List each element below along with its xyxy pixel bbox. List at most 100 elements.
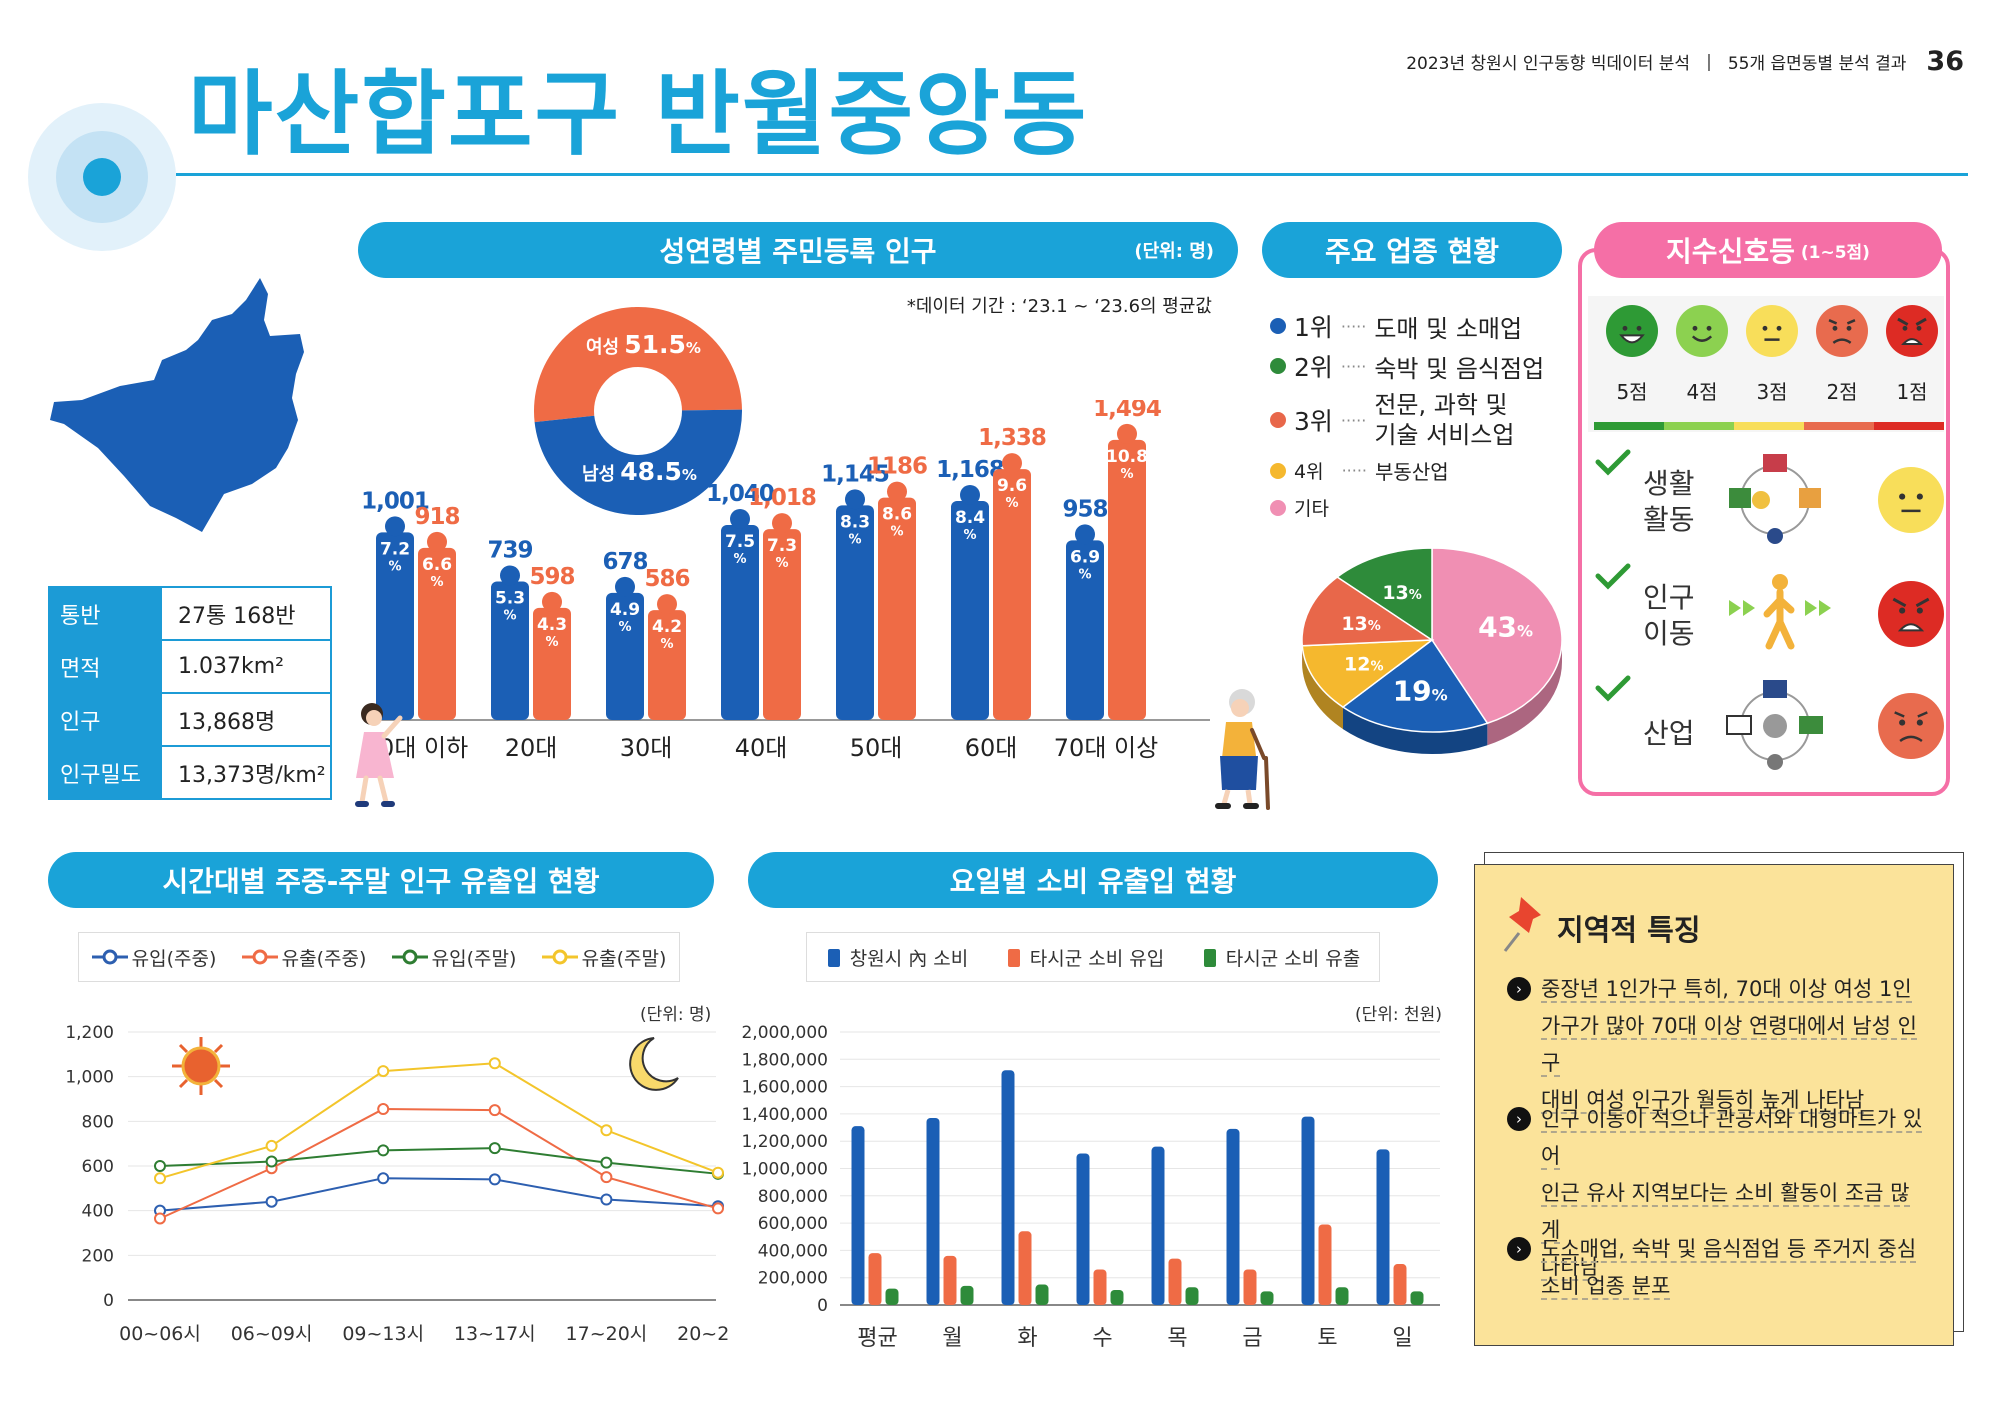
pie-slice [1431, 547, 1563, 725]
signal-scale-item: 3점 [1744, 304, 1800, 405]
signal-title: 지수신호등 [1666, 235, 1795, 268]
pie-slice [1301, 576, 1435, 647]
signal-score-label: 5점 [1616, 380, 1648, 404]
legend-bar-marker [1203, 949, 1216, 967]
bar [943, 1255, 957, 1305]
female-label: 여성 [586, 337, 620, 358]
legend-item: 유출(주중) [241, 944, 367, 971]
signal-row: 인구 이동 [1595, 560, 1945, 670]
data-point [600, 1156, 613, 1169]
signal-row-label: 산업 [1643, 717, 1695, 750]
data-point [600, 1171, 613, 1184]
donut-female-segment [534, 307, 742, 423]
signal-row-label: 인구 이동 [1643, 581, 1695, 650]
district-map [50, 278, 304, 532]
bar-cap [427, 531, 447, 552]
sad-face-icon [1816, 305, 1868, 357]
sun-icon [172, 1037, 230, 1095]
feature-item: › 인구 이동이 적으나 관공서와 대형마트가 있어 인근 유사 지역보다는 소비… [1507, 1101, 1927, 1286]
legend-line-marker [241, 949, 278, 965]
bar [926, 1117, 940, 1305]
legend-dot [1270, 318, 1286, 334]
data-point [154, 1172, 166, 1185]
bar-value-label: 1,040 [706, 481, 774, 507]
bar-value-label: 918 [414, 504, 459, 530]
chevron-right-icon: › [1507, 977, 1531, 1001]
legend-item: 타시군 소비 유출 [1202, 944, 1360, 971]
y-tick-label: 600,000 [758, 1214, 828, 1234]
male-label: 남성 [582, 464, 616, 485]
regional-card: 지역적 특징 › 중장년 1인가구 특히, 70대 이상 여성 1인 가구가 많아… [1474, 864, 1954, 1346]
feature-item: › 중장년 1인가구 특히, 70대 이상 여성 1인 가구가 많아 70대 이상… [1507, 971, 1927, 1119]
legend-dot [1270, 462, 1286, 479]
data-point [265, 1195, 278, 1208]
title-underline [176, 173, 1968, 176]
bar-pct-label: 9.6 [997, 476, 1027, 496]
header-divider: | [1706, 51, 1712, 72]
bar-cap [657, 594, 677, 615]
x-tick-label: 30대 [620, 734, 673, 762]
series-line [159, 1108, 719, 1220]
bar [1376, 1149, 1390, 1305]
data-point [265, 1155, 278, 1168]
table-row: 인구 13,868명 [48, 692, 332, 747]
feature-line: 소비 업종 분포 [1541, 1274, 1671, 1300]
pie-slice-label: 12% [1344, 654, 1383, 676]
bar [376, 532, 414, 720]
bar-value-label: 586 [644, 566, 689, 592]
x-tick-label: 13~17시 [454, 1323, 536, 1345]
signal-scale-item: 1점 [1884, 304, 1940, 405]
hourly-line-chart: 1,200 1,000 800 600 400 200 000~06시 06~09시 09~13… [65, 1023, 728, 1345]
data-point [488, 1142, 501, 1155]
data-point [377, 1103, 390, 1116]
bar [960, 1285, 974, 1305]
bar [648, 610, 686, 720]
pie-slice-side [1487, 640, 1562, 746]
info-value: 1.037km² [160, 639, 332, 694]
bar [878, 497, 916, 720]
bar [1108, 439, 1146, 720]
data-point [154, 1212, 166, 1225]
age-population-unit: (단위: 명) [1134, 241, 1214, 262]
pct-unit: % [685, 339, 701, 357]
data-point [488, 1057, 501, 1070]
x-tick-label: 20~24시 [677, 1323, 728, 1345]
legend-item: 유입(주중) [91, 944, 217, 971]
table-row: 인구밀도 13,373명/km² [48, 745, 332, 800]
bar [721, 525, 759, 720]
series-line [159, 1177, 719, 1212]
legend-rank: 1위 [1294, 313, 1333, 342]
bar [993, 469, 1031, 720]
bar-pct-unit: % [430, 575, 443, 590]
signal-score-label: 3점 [1756, 380, 1788, 404]
data-point [600, 1193, 613, 1206]
y-tick-label: 800 [82, 1112, 114, 1132]
bar [1393, 1264, 1407, 1305]
bar [1110, 1289, 1124, 1305]
data-point [154, 1160, 166, 1172]
legend-item: 유출(주말) [541, 944, 666, 971]
legend-bar-marker [827, 949, 840, 967]
bar-value-label: 1,018 [748, 485, 816, 511]
legend-dot [1270, 412, 1286, 428]
bar [951, 501, 989, 720]
female-value: 51.5 [624, 330, 686, 359]
y-tick-label: 1,600,000 [741, 1078, 828, 1098]
bar [418, 547, 456, 720]
feature-line: 가구가 많아 70대 이상 연령대에서 남성 인구 [1541, 1014, 1917, 1077]
info-label: 인구밀도 [48, 745, 162, 800]
bar-value-label: 598 [529, 564, 574, 590]
checkmark-icon [1595, 449, 1631, 476]
pie-slice [1341, 638, 1489, 733]
legend-label: 유입(주중) [131, 947, 217, 970]
data-point [377, 1144, 390, 1157]
bar [1076, 1153, 1090, 1305]
legend-label: 타시군 소비 유출 [1225, 947, 1361, 970]
life-activity-icon [1729, 454, 1821, 544]
legend-label: 유출(주중) [281, 947, 367, 970]
legend-dots: ····· [1340, 410, 1367, 430]
bar-cap [887, 481, 907, 502]
pie-slice-label: 13% [1341, 613, 1380, 635]
industry-icon [1726, 680, 1823, 770]
